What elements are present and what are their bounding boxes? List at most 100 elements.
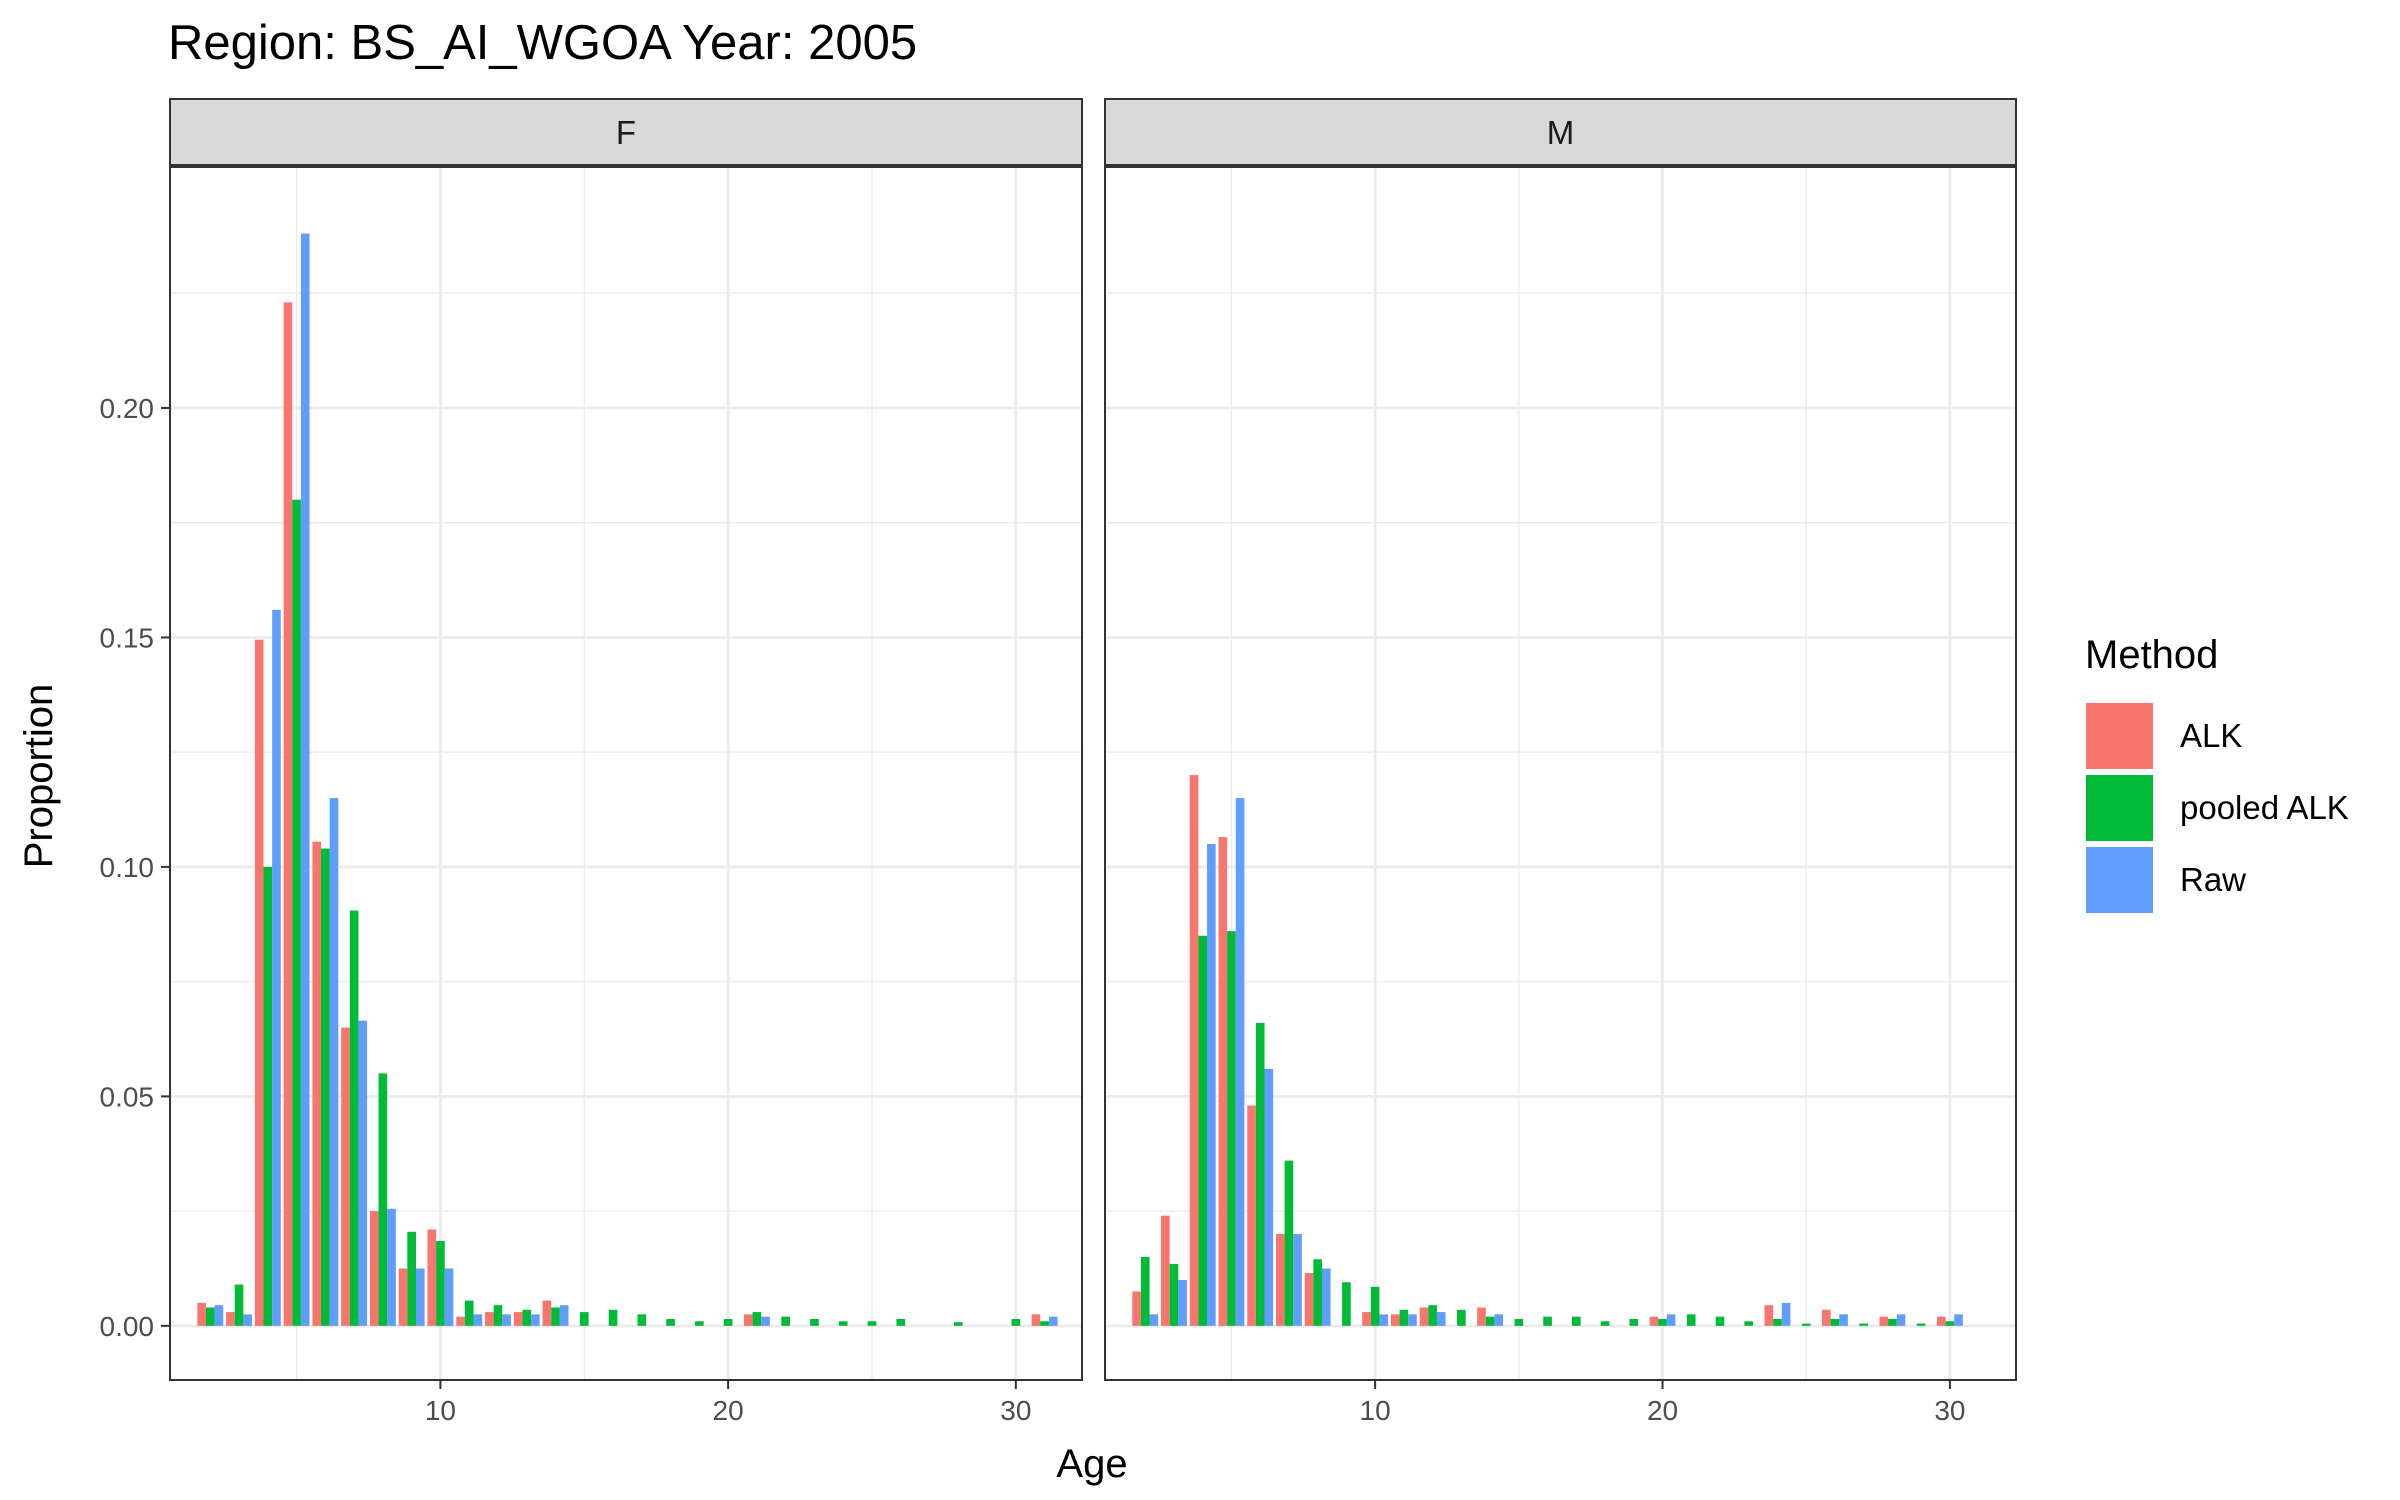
bar-f-alk-age-10 [427, 1229, 437, 1326]
facet-strip-label: M [1547, 114, 1575, 151]
y-tick-label: 0.00 [100, 1311, 155, 1342]
bar-m-pooled-alk-age-16 [1543, 1316, 1552, 1326]
x-tick-label: 20 [713, 1395, 744, 1426]
bar-m-alk-age-4 [1189, 775, 1199, 1326]
bar-m-pooled-alk-age-30 [1945, 1321, 1955, 1326]
bar-f-raw-age-4 [272, 609, 281, 1326]
bar-f-pooled-alk-age-11 [464, 1300, 474, 1326]
bar-m-pooled-alk-age-25 [1801, 1323, 1811, 1326]
bar-m-alk-age-10 [1362, 1312, 1371, 1326]
bar-m-pooled-alk-age-4 [1198, 935, 1208, 1326]
bar-m-raw-age-14 [1494, 1314, 1504, 1326]
bar-m-alk-age-26 [1822, 1309, 1831, 1326]
bar-m-alk-age-24 [1764, 1305, 1774, 1326]
bar-m-pooled-alk-age-12 [1428, 1305, 1437, 1326]
bar-m-pooled-alk-age-6 [1255, 1022, 1265, 1326]
y-axis-title: Proportion [17, 684, 61, 869]
facet-panel-f: F 10 20 30 [169, 98, 1083, 1426]
bar-f-alk-age-21 [743, 1314, 753, 1326]
bar-f-raw-age-2 [214, 1305, 224, 1326]
bar-f-raw-age-3 [243, 1314, 252, 1326]
bar-f-raw-age-9 [415, 1268, 425, 1326]
bar-m-raw-age-6 [1264, 1068, 1274, 1326]
bar-f-pooled-alk-age-28 [953, 1322, 963, 1326]
bar-m-raw-age-8 [1321, 1268, 1331, 1326]
bar-m-raw-age-3 [1178, 1279, 1187, 1326]
bar-m-pooled-alk-age-18 [1600, 1321, 1610, 1326]
bar-f-pooled-alk-age-2 [205, 1307, 215, 1326]
bar-m-raw-age-20 [1666, 1314, 1676, 1326]
y-axis: 0.00 0.05 0.10 0.15 0.20 [100, 393, 170, 1342]
bar-m-raw-age-7 [1293, 1234, 1302, 1326]
bar-f-alk-age-8 [369, 1211, 379, 1326]
x-tick-label: 10 [425, 1395, 456, 1426]
bar-f-pooled-alk-age-22 [781, 1316, 790, 1326]
bar-f-alk-age-5 [283, 302, 293, 1326]
bar-m-pooled-alk-age-15 [1514, 1318, 1524, 1326]
bar-f-raw-age-10 [444, 1268, 454, 1326]
facet-panels: F 10 20 30 M 10 20 30 [169, 98, 2017, 1426]
bar-m-pooled-alk-age-27 [1859, 1323, 1868, 1326]
legend-key-raw [2086, 847, 2153, 913]
bar-m-pooled-alk-age-2 [1140, 1257, 1150, 1326]
bar-m-pooled-alk-age-3 [1169, 1263, 1179, 1326]
bar-m-pooled-alk-age-7 [1284, 1160, 1294, 1326]
bar-m-raw-age-30 [1954, 1314, 1963, 1326]
bar-f-pooled-alk-age-25 [867, 1321, 877, 1326]
bar-f-raw-age-14 [559, 1305, 569, 1326]
x-tick-label: 10 [1360, 1395, 1391, 1426]
bar-m-raw-age-28 [1896, 1314, 1906, 1326]
bar-m-alk-age-2 [1132, 1291, 1141, 1326]
bar-m-alk-age-11 [1390, 1314, 1400, 1326]
bar-m-raw-age-10 [1379, 1314, 1389, 1326]
bar-f-pooled-alk-age-26 [896, 1318, 906, 1326]
legend-title: Method [2085, 633, 2218, 677]
bar-m-pooled-alk-age-26 [1830, 1318, 1840, 1326]
bar-f-pooled-alk-age-21 [752, 1312, 762, 1326]
bar-m-pooled-alk-age-24 [1773, 1318, 1782, 1326]
bar-f-raw-age-31 [1048, 1316, 1058, 1326]
bar-f-pooled-alk-age-9 [407, 1231, 416, 1326]
bar-f-alk-age-9 [398, 1268, 408, 1326]
bar-f-pooled-alk-age-18 [666, 1318, 675, 1326]
facet-strip-label: F [616, 114, 636, 151]
panel-border [1104, 166, 2017, 1381]
legend-label: pooled ALK [2180, 789, 2349, 826]
facet-strip [169, 98, 1083, 166]
bar-f-pooled-alk-age-3 [234, 1284, 244, 1326]
x-axis-title: Age [1056, 1442, 1127, 1486]
bar-f-pooled-alk-age-10 [436, 1240, 445, 1326]
facet-strip [1104, 98, 2017, 166]
bar-m-pooled-alk-age-8 [1313, 1259, 1322, 1326]
bar-f-raw-age-8 [387, 1208, 396, 1326]
bar-m-pooled-alk-age-11 [1399, 1309, 1409, 1326]
panel-border [169, 166, 1083, 1381]
y-tick-label: 0.20 [100, 393, 155, 424]
bar-f-pooled-alk-age-12 [493, 1305, 503, 1326]
bar-f-pooled-alk-age-20 [723, 1318, 733, 1326]
bar-m-pooled-alk-age-23 [1744, 1321, 1754, 1326]
bar-m-alk-age-12 [1419, 1307, 1429, 1326]
bar-f-pooled-alk-age-31 [1040, 1321, 1049, 1326]
legend-key-pooled-alk [2086, 775, 2153, 841]
bar-f-pooled-alk-age-23 [810, 1318, 819, 1326]
bar-f-pooled-alk-age-5 [292, 499, 301, 1326]
bar-m-alk-age-8 [1304, 1273, 1314, 1326]
bar-f-pooled-alk-age-7 [349, 910, 359, 1326]
facet-panel-m: M 10 20 30 [1104, 98, 2017, 1426]
bar-f-pooled-alk-age-13 [522, 1309, 532, 1326]
bar-f-alk-age-7 [341, 1027, 350, 1326]
bar-m-raw-age-26 [1839, 1314, 1848, 1326]
bar-f-pooled-alk-age-30 [1011, 1318, 1021, 1326]
bar-f-alk-age-2 [197, 1302, 206, 1326]
legend: Method ALK pooled ALK Raw [2085, 633, 2349, 913]
bar-m-raw-age-12 [1436, 1312, 1446, 1326]
bar-m-pooled-alk-age-5 [1227, 931, 1236, 1326]
bar-f-raw-age-7 [358, 1020, 368, 1326]
chart-title: Region: BS_AI_WGOA Year: 2005 [168, 16, 917, 70]
bar-f-pooled-alk-age-16 [608, 1309, 618, 1326]
bar-m-alk-age-14 [1477, 1307, 1486, 1326]
bar-f-pooled-alk-age-4 [263, 866, 273, 1326]
bar-m-pooled-alk-age-22 [1715, 1316, 1725, 1326]
